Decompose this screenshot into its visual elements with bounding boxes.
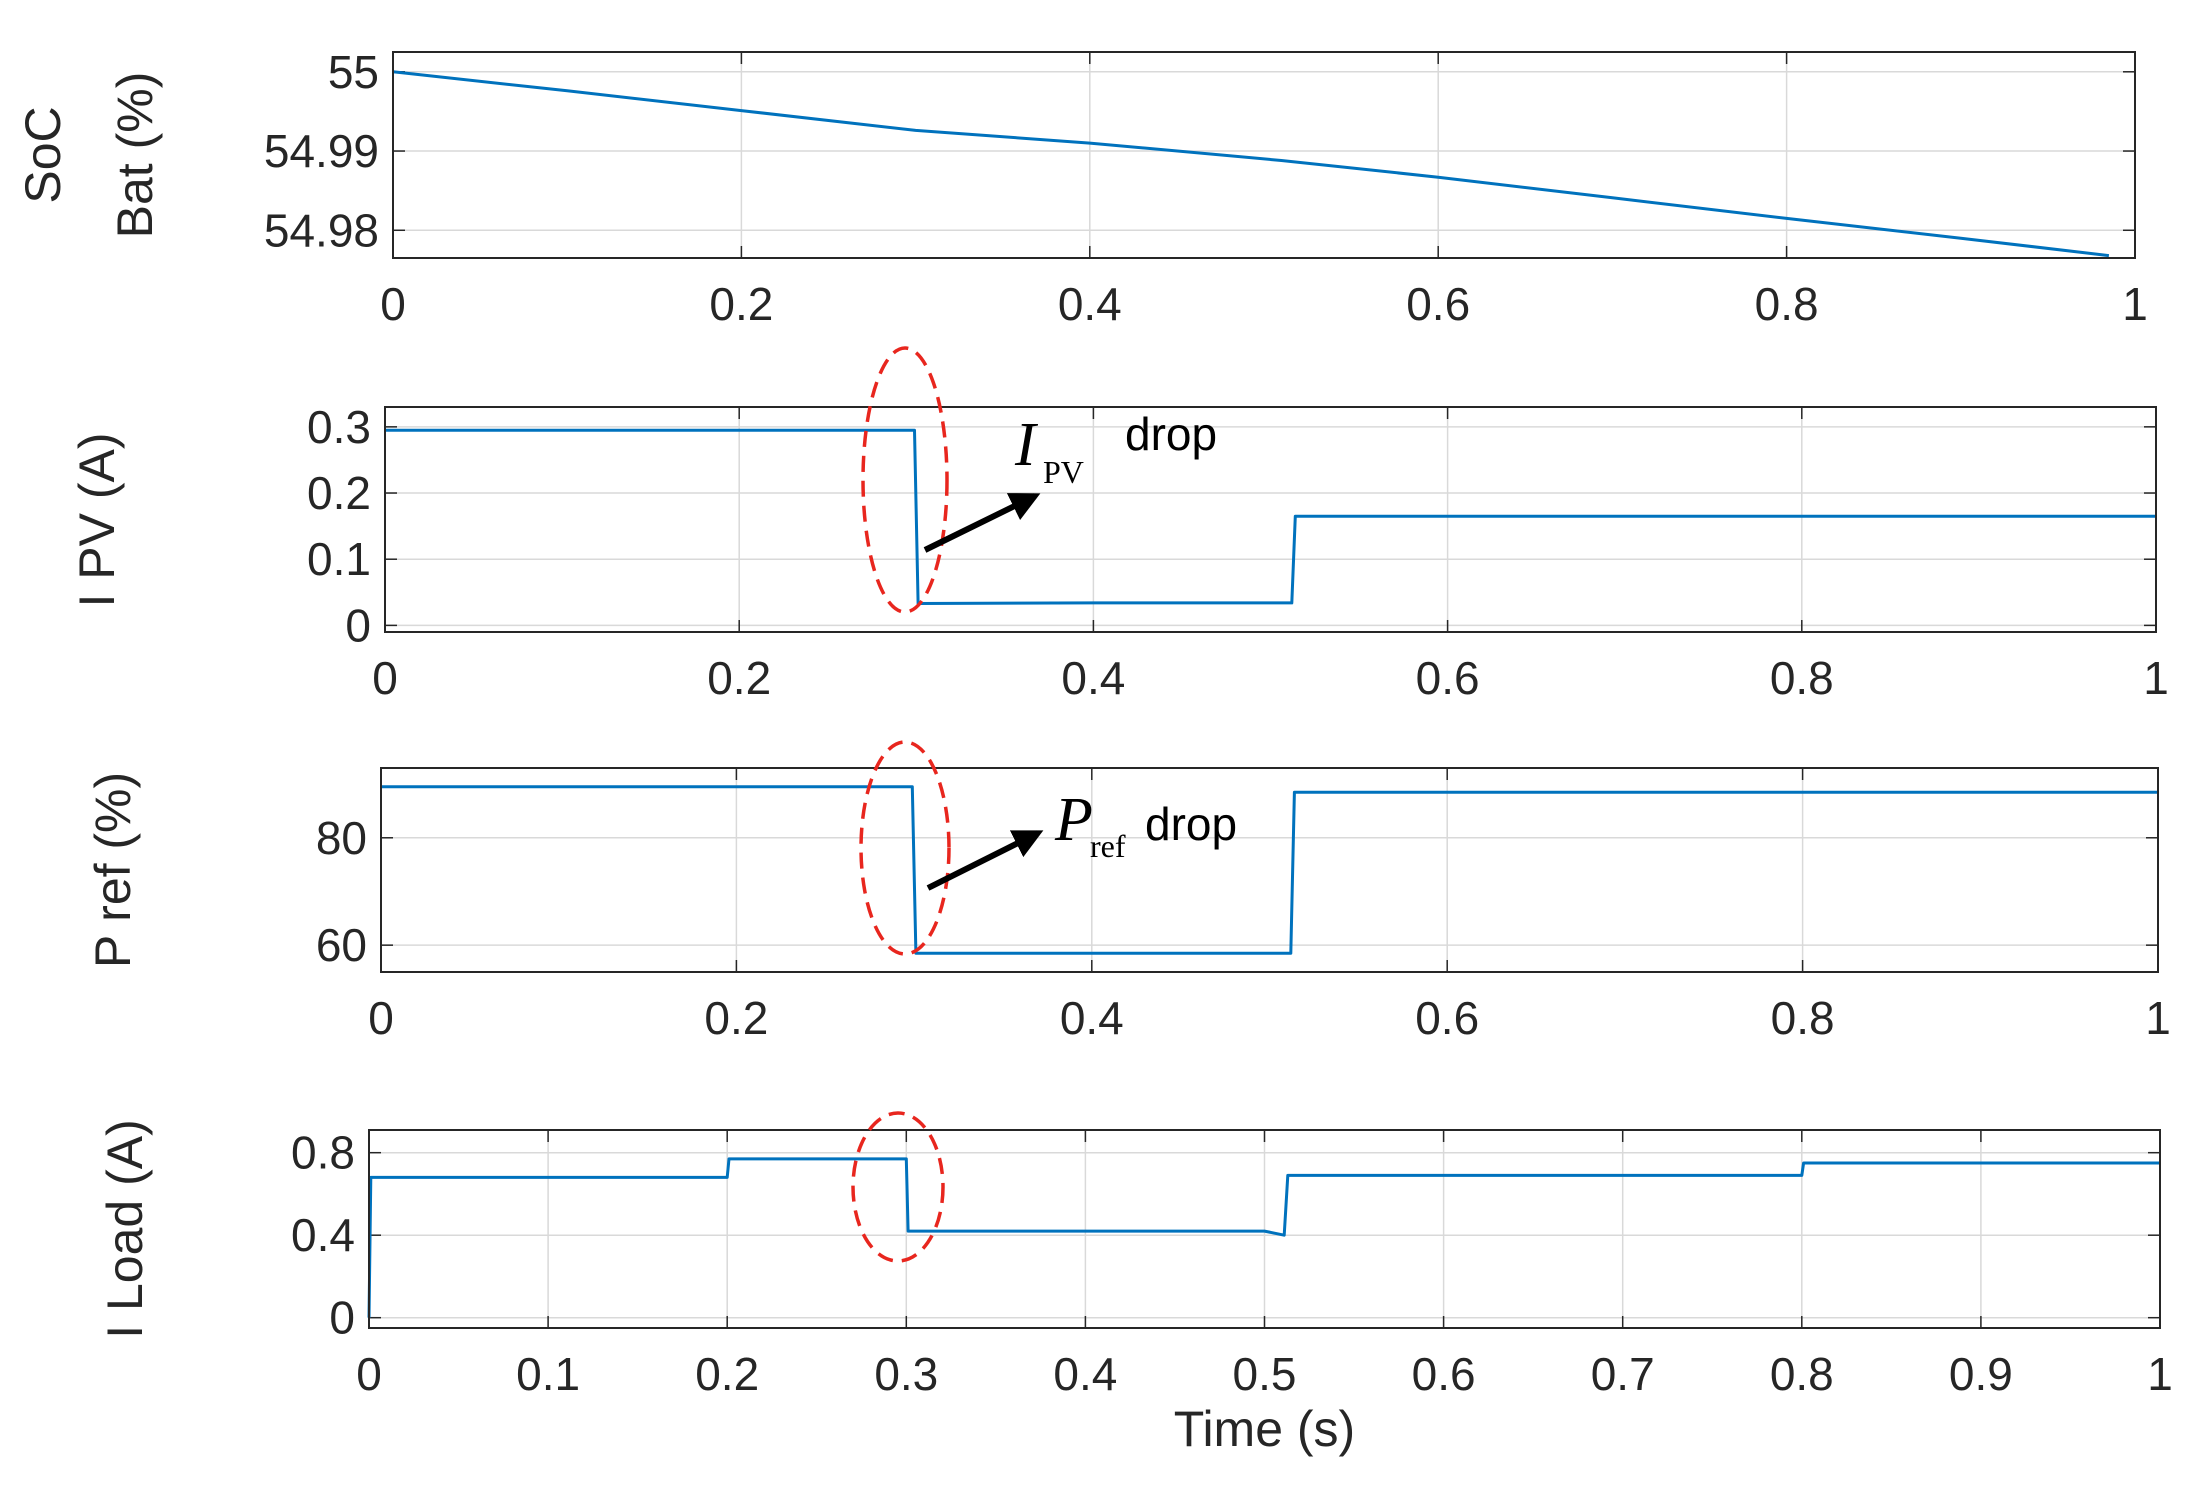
y-tick-label: 60 bbox=[316, 919, 367, 971]
annotation-text: drop bbox=[1125, 408, 1217, 460]
highlight-ellipse bbox=[861, 346, 949, 614]
series-line bbox=[392, 70, 2110, 258]
x-tick-label: 1 bbox=[2143, 652, 2169, 704]
annotation-arrow bbox=[926, 830, 1044, 891]
series-line bbox=[385, 428, 2156, 605]
x-tick-label: 0.4 bbox=[1061, 652, 1125, 704]
highlight-ellipse bbox=[851, 1111, 945, 1263]
x-tick-label: 1 bbox=[2147, 1348, 2173, 1400]
x-tick-label: 0.8 bbox=[1771, 992, 1835, 1044]
y-tick-label: 0.8 bbox=[291, 1127, 355, 1179]
x-tick-label: 0.7 bbox=[1591, 1348, 1655, 1400]
panel-4: 0 0.1 0.2 0.3 0.4 0.5 0.6 0.7 0.8 0.9 1 0 0.4 0.8 I Lo… bbox=[97, 1119, 2173, 1457]
y-axis-label: I PV (A) bbox=[69, 432, 125, 607]
x-tick-label: 0.8 bbox=[1755, 278, 1819, 330]
y-tick-label: 0.3 bbox=[307, 401, 371, 453]
annotation-symbol: P bbox=[1054, 786, 1093, 854]
plot-area bbox=[385, 407, 2156, 632]
x-tick-label: 0.9 bbox=[1949, 1348, 2013, 1400]
panel-3: 0 0.2 0.4 0.6 0.8 1 60 80 P ref (%) bbox=[85, 767, 2171, 1044]
x-tick-label: 0.1 bbox=[516, 1348, 580, 1400]
series-line bbox=[367, 1157, 2160, 1318]
y-axis-label: P ref (%) bbox=[85, 772, 141, 968]
x-tick-label: 0 bbox=[356, 1348, 382, 1400]
y-axis-label: I Load (A) bbox=[97, 1119, 153, 1339]
x-tick-label: 0 bbox=[380, 278, 406, 330]
x-tick-label: 0 bbox=[372, 652, 398, 704]
axes-box bbox=[384, 406, 2157, 633]
x-tick-label: 0.4 bbox=[1053, 1348, 1117, 1400]
y-tick-label: 80 bbox=[316, 812, 367, 864]
x-tick-label: 0.6 bbox=[1415, 992, 1479, 1044]
x-tick-label: 0.8 bbox=[1770, 652, 1834, 704]
series-line bbox=[381, 785, 2158, 955]
annotation-subscript: ref bbox=[1090, 828, 1126, 864]
y-tick-label: 0.1 bbox=[307, 533, 371, 585]
annotation-symbol: I bbox=[1014, 411, 1039, 479]
x-tick-label: 0.6 bbox=[1416, 652, 1480, 704]
y-axis-label: SoC bbox=[15, 106, 71, 203]
panel-2: 0 0.2 0.4 0.6 0.8 1 0 0.1 0.2 0.3 I PV (A) bbox=[69, 401, 2169, 704]
panel-1: 0 0.2 0.4 0.6 0.8 1 55 54.99 54.98 SoC Bat (%) bbox=[15, 46, 2148, 330]
y-tick-label: 0.2 bbox=[307, 467, 371, 519]
annotation-arrow bbox=[923, 493, 1041, 553]
x-tick-label: 0 bbox=[368, 992, 394, 1044]
y-tick-label: 54.98 bbox=[264, 204, 379, 256]
x-tick-label: 1 bbox=[2122, 278, 2148, 330]
x-axis-label: Time (s) bbox=[1174, 1401, 1355, 1457]
highlight-ellipse bbox=[859, 740, 951, 956]
axes-box bbox=[380, 767, 2159, 973]
x-tick-label: 0.3 bbox=[874, 1348, 938, 1400]
y-tick-label: 0.4 bbox=[291, 1209, 355, 1261]
y-tick-label: 55 bbox=[328, 46, 379, 98]
x-tick-label: 0.6 bbox=[1412, 1348, 1476, 1400]
plot-area bbox=[381, 768, 2158, 972]
x-tick-label: 0.2 bbox=[709, 278, 773, 330]
y-tick-label: 0 bbox=[345, 599, 371, 651]
axes-box bbox=[368, 1129, 2161, 1329]
x-tick-label: 1 bbox=[2145, 992, 2171, 1044]
x-tick-label: 0.6 bbox=[1406, 278, 1470, 330]
axes-box bbox=[392, 51, 2136, 259]
y-tick-label: 54.99 bbox=[264, 125, 379, 177]
x-tick-label: 0.2 bbox=[707, 652, 771, 704]
x-tick-label: 0.2 bbox=[695, 1348, 759, 1400]
x-tick-label: 0.5 bbox=[1233, 1348, 1297, 1400]
y-tick-label: 0 bbox=[329, 1292, 355, 1344]
x-tick-label: 0.4 bbox=[1060, 992, 1124, 1044]
x-tick-label: 0.4 bbox=[1058, 278, 1122, 330]
annotation-text: drop bbox=[1145, 798, 1237, 850]
annotation-subscript: PV bbox=[1043, 454, 1084, 490]
y-axis-label: Bat (%) bbox=[107, 72, 163, 239]
x-tick-label: 0.8 bbox=[1770, 1348, 1834, 1400]
x-tick-label: 0.2 bbox=[704, 992, 768, 1044]
